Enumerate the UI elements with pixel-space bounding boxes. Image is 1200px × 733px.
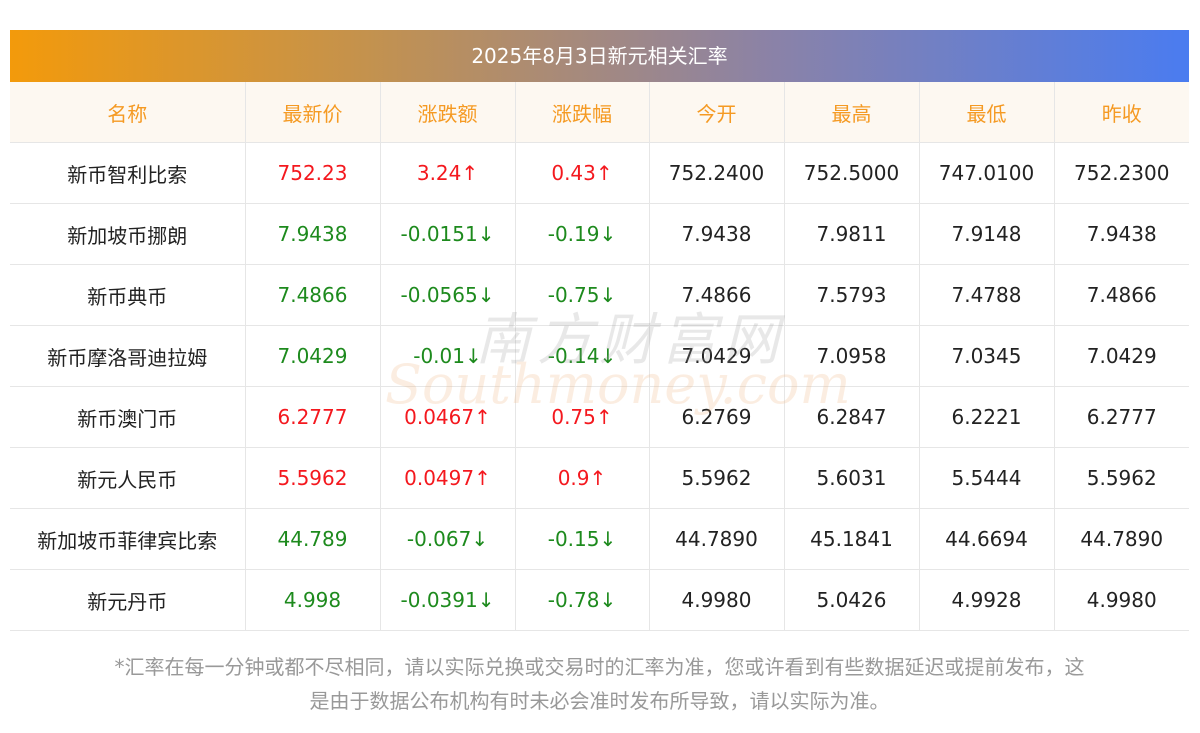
cell-high: 7.5793 <box>784 264 920 326</box>
cell-open: 7.4866 <box>649 264 785 326</box>
cell-name: 新币摩洛哥迪拉姆 <box>10 325 246 387</box>
column-header-change: 涨跌额 <box>380 82 516 143</box>
column-header-latest: 最新价 <box>245 82 381 143</box>
cell-prev-close: 752.2300 <box>1054 142 1189 204</box>
cell-low: 6.2221 <box>919 386 1055 448</box>
cell-prev-close: 7.0429 <box>1054 325 1189 387</box>
cell-change-pct: -0.14↓ <box>515 325 650 387</box>
cell-low: 7.9148 <box>919 203 1055 265</box>
cell-latest: 7.4866 <box>245 264 381 326</box>
cell-low: 7.0345 <box>919 325 1055 387</box>
rate-panel: 2025年8月3日新元相关汇率 名称 最新价 涨跌额 涨跌幅 今开 最高 最低 … <box>10 30 1189 631</box>
table-row: 新元丹币 4.998 -0.0391↓ -0.78↓ 4.9980 5.0426 4.992… <box>10 569 1189 631</box>
cell-name: 新元丹币 <box>10 569 246 631</box>
column-header-prev-close: 昨收 <box>1054 82 1189 143</box>
cell-open: 752.2400 <box>649 142 785 204</box>
cell-low: 44.6694 <box>919 508 1055 570</box>
cell-change: 3.24↑ <box>380 142 516 204</box>
cell-change-pct: 0.43↑ <box>515 142 650 204</box>
cell-name: 新币典币 <box>10 264 246 326</box>
table-row: 新加坡币挪朗 7.9438 -0.0151↓ -0.19↓ 7.9438 7.9811 7.… <box>10 203 1189 265</box>
cell-open: 5.5962 <box>649 447 785 509</box>
cell-high: 752.5000 <box>784 142 920 204</box>
cell-name: 新元人民币 <box>10 447 246 509</box>
cell-prev-close: 6.2777 <box>1054 386 1189 448</box>
table-row: 新币澳门币 6.2777 0.0467↑ 0.75↑ 6.2769 6.2847 6.222… <box>10 386 1189 448</box>
cell-high: 5.0426 <box>784 569 920 631</box>
cell-open: 7.0429 <box>649 325 785 387</box>
cell-change: -0.067↓ <box>380 508 516 570</box>
footnote-line-2: 是由于数据公布机构有时未必会准时发布所导致，请以实际为准。 <box>309 689 890 713</box>
table-row: 新元人民币 5.5962 0.0497↑ 0.9↑ 5.5962 5.6031 5.5444… <box>10 447 1189 509</box>
cell-change-pct: 0.75↑ <box>515 386 650 448</box>
cell-name: 新币澳门币 <box>10 386 246 448</box>
cell-change: -0.0391↓ <box>380 569 516 631</box>
cell-change: -0.0565↓ <box>380 264 516 326</box>
page-title: 2025年8月3日新元相关汇率 <box>10 30 1189 82</box>
cell-latest: 6.2777 <box>245 386 381 448</box>
cell-latest: 5.5962 <box>245 447 381 509</box>
cell-change: -0.01↓ <box>380 325 516 387</box>
cell-prev-close: 7.4866 <box>1054 264 1189 326</box>
column-header-open: 今开 <box>649 82 785 143</box>
column-header-high: 最高 <box>784 82 920 143</box>
cell-latest: 7.9438 <box>245 203 381 265</box>
cell-open: 7.9438 <box>649 203 785 265</box>
cell-open: 4.9980 <box>649 569 785 631</box>
cell-change-pct: -0.75↓ <box>515 264 650 326</box>
cell-name: 新加坡币菲律宾比索 <box>10 508 246 570</box>
cell-change-pct: -0.15↓ <box>515 508 650 570</box>
cell-high: 6.2847 <box>784 386 920 448</box>
cell-high: 7.9811 <box>784 203 920 265</box>
footnote-line-1: *汇率在每一分钟或都不尽相同，请以实际兑换或交易时的汇率为准，您或许看到有些数据… <box>114 655 1085 679</box>
cell-open: 44.7890 <box>649 508 785 570</box>
table-row: 新币典币 7.4866 -0.0565↓ -0.75↓ 7.4866 7.5793 7.47… <box>10 264 1189 326</box>
column-header-low: 最低 <box>919 82 1055 143</box>
cell-low: 4.9928 <box>919 569 1055 631</box>
disclaimer-footnote: *汇率在每一分钟或都不尽相同，请以实际兑换或交易时的汇率为准，您或许看到有些数据… <box>10 650 1189 718</box>
cell-change-pct: 0.9↑ <box>515 447 650 509</box>
cell-prev-close: 5.5962 <box>1054 447 1189 509</box>
cell-low: 5.5444 <box>919 447 1055 509</box>
cell-change: -0.0151↓ <box>380 203 516 265</box>
column-header-change-pct: 涨跌幅 <box>515 82 650 143</box>
cell-low: 7.4788 <box>919 264 1055 326</box>
exchange-rate-table: 名称 最新价 涨跌额 涨跌幅 今开 最高 最低 昨收 新币智利比索 752.23 3… <box>10 82 1189 631</box>
cell-prev-close: 7.9438 <box>1054 203 1189 265</box>
table-row: 新加坡币菲律宾比索 44.789 -0.067↓ -0.15↓ 44.7890 45.18… <box>10 508 1189 570</box>
cell-change: 0.0497↑ <box>380 447 516 509</box>
cell-prev-close: 4.9980 <box>1054 569 1189 631</box>
table-row: 新币智利比索 752.23 3.24↑ 0.43↑ 752.2400 752.5000 74… <box>10 142 1189 204</box>
cell-high: 7.0958 <box>784 325 920 387</box>
cell-change-pct: -0.78↓ <box>515 569 650 631</box>
column-header-name: 名称 <box>10 82 246 143</box>
cell-high: 45.1841 <box>784 508 920 570</box>
table-header-row: 名称 最新价 涨跌额 涨跌幅 今开 最高 最低 昨收 <box>10 82 1189 143</box>
cell-latest: 4.998 <box>245 569 381 631</box>
cell-latest: 44.789 <box>245 508 381 570</box>
cell-latest: 752.23 <box>245 142 381 204</box>
cell-latest: 7.0429 <box>245 325 381 387</box>
cell-open: 6.2769 <box>649 386 785 448</box>
cell-high: 5.6031 <box>784 447 920 509</box>
cell-low: 747.0100 <box>919 142 1055 204</box>
cell-name: 新币智利比索 <box>10 142 246 204</box>
cell-prev-close: 44.7890 <box>1054 508 1189 570</box>
cell-name: 新加坡币挪朗 <box>10 203 246 265</box>
cell-change: 0.0467↑ <box>380 386 516 448</box>
cell-change-pct: -0.19↓ <box>515 203 650 265</box>
table-row: 新币摩洛哥迪拉姆 7.0429 -0.01↓ -0.14↓ 7.0429 7.0958 7.… <box>10 325 1189 387</box>
